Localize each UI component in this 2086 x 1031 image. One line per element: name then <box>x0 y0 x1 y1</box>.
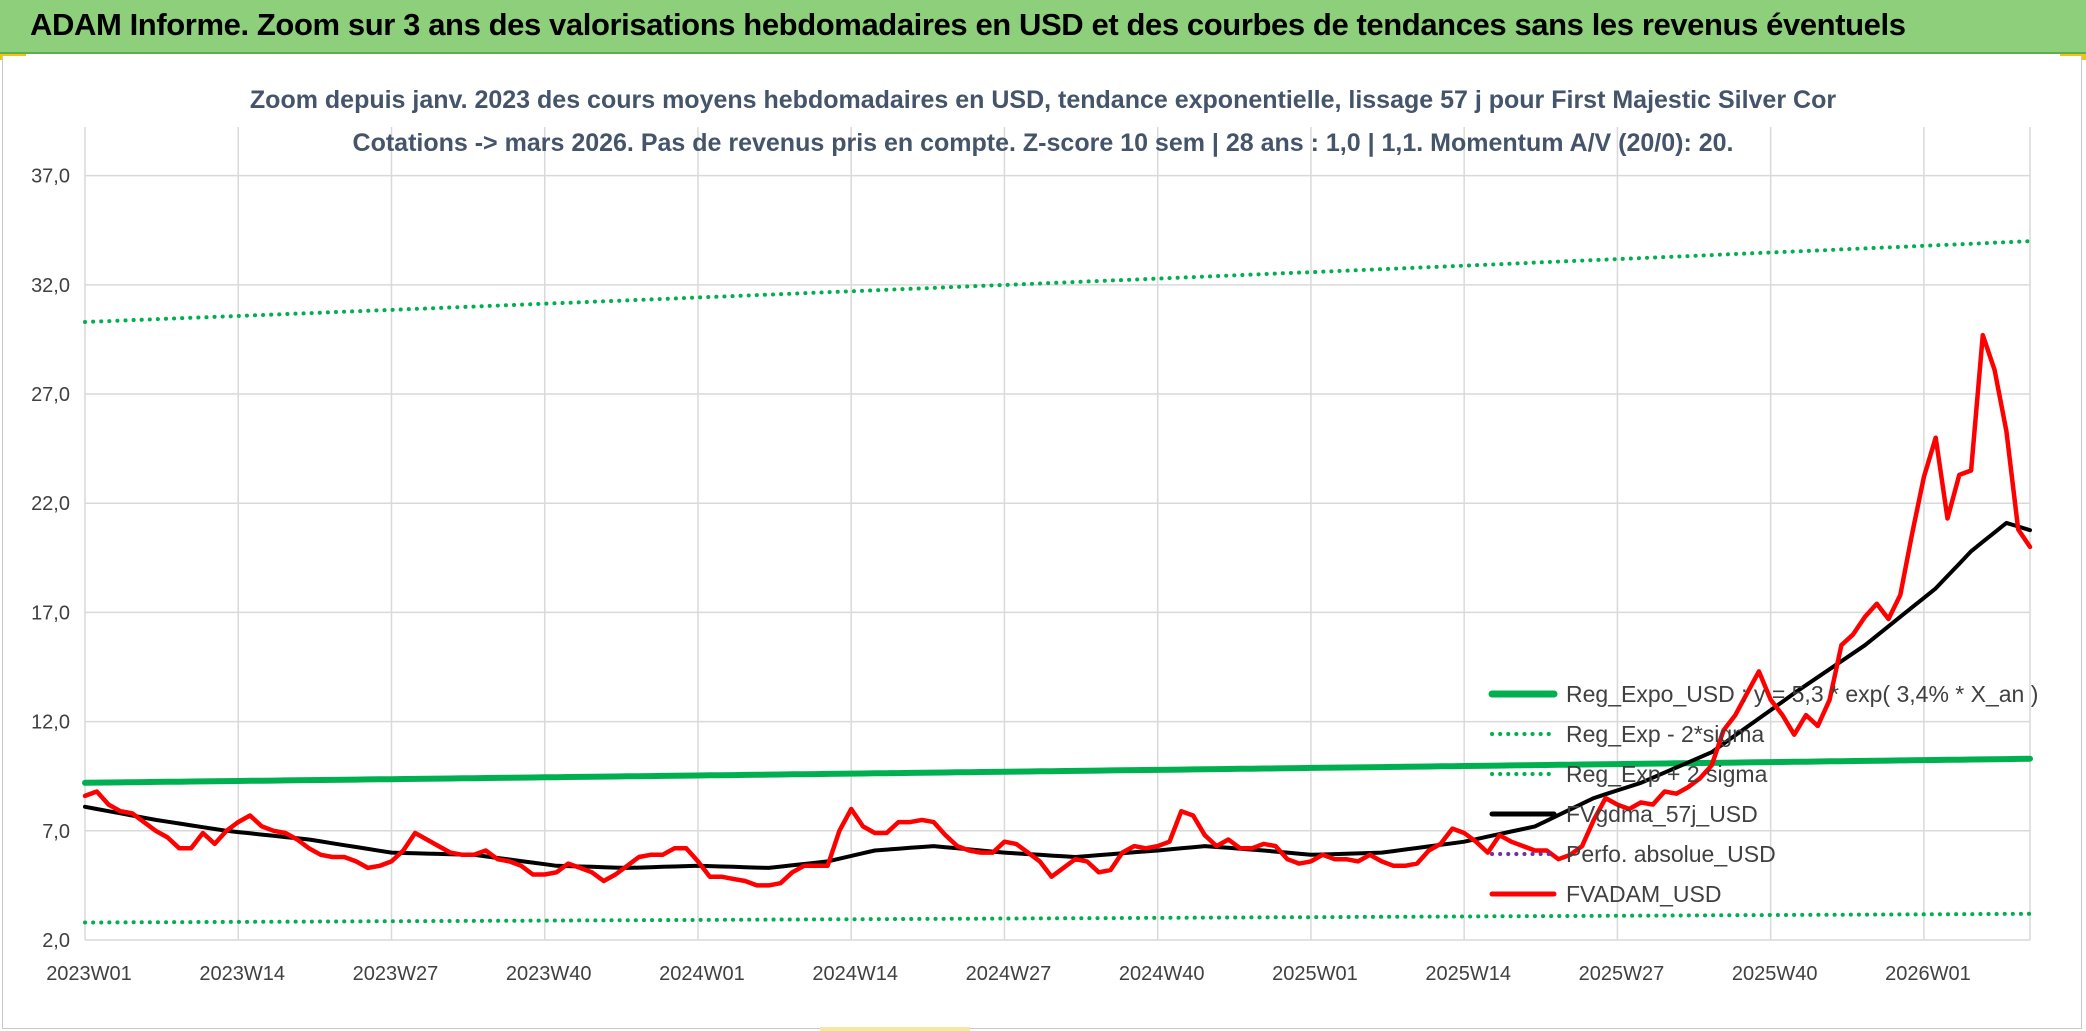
y-tick-label: 2,0 <box>42 930 70 952</box>
x-tick-label: 2026W01 <box>1885 963 1971 985</box>
legend-item-fvgdma: FVgdma_57j_USD <box>1489 801 1758 827</box>
x-tick-label: 2025W40 <box>1732 963 1818 985</box>
x-tick-label: 2024W14 <box>812 963 898 985</box>
legend-item-reg-exp-plus: Reg_Exp + 2 sigma <box>1490 761 1768 787</box>
legend-label: Reg_Exp + 2 sigma <box>1566 761 1768 787</box>
x-tick-label: 2025W27 <box>1579 963 1665 985</box>
x-tick-label: 2023W14 <box>199 963 285 985</box>
y-tick-label: 37,0 <box>31 166 70 188</box>
y-axis-ticks: 2,0 7,0 12,0 17,0 22,0 27,0 32,0 37,0 <box>31 166 70 952</box>
x-tick-label: 2023W27 <box>353 963 439 985</box>
legend-label: Reg_Expo_USD : y = 5,3 * exp( 3,4% * X_a… <box>1566 681 2038 707</box>
legend-label: Perfo. absolue_USD <box>1566 841 1776 867</box>
reg-expo-line <box>82 755 2033 786</box>
chart-grid <box>84 127 2031 941</box>
x-tick-label: 2025W01 <box>1272 963 1358 985</box>
reg-exp-minus-2sigma-line <box>83 239 2032 324</box>
legend-item-reg-expo: Reg_Expo_USD : y = 5,3 * exp( 3,4% * X_a… <box>1488 681 2038 707</box>
x-tick-label: 2023W01 <box>46 963 132 985</box>
y-tick-label: 12,0 <box>31 712 70 734</box>
legend-item-fvadam: FVADAM_USD <box>1489 881 1722 907</box>
legend-label: FVADAM_USD <box>1566 881 1722 907</box>
legend-label: Reg_Exp - 2*sigma <box>1566 721 1764 747</box>
legend-item-perfo: Perfo. absolue_USD <box>1490 841 1776 867</box>
x-tick-label: 2024W01 <box>659 963 745 985</box>
y-tick-label: 17,0 <box>31 602 70 624</box>
chart-title: Zoom depuis janv. 2023 des cours moyens … <box>250 86 1836 114</box>
banner-title: ADAM Informe. Zoom sur 3 ans des valoris… <box>30 7 1906 42</box>
y-tick-label: 27,0 <box>31 384 70 406</box>
x-tick-label: 2024W40 <box>1119 963 1205 985</box>
reg-exp-plus-2sigma-line <box>83 911 2032 925</box>
x-tick-label: 2023W40 <box>506 963 592 985</box>
chart-subtitle: Cotations -> mars 2026. Pas de revenus p… <box>353 129 1734 157</box>
chart-legend: Reg_Expo_USD : y = 5,3 * exp( 3,4% * X_a… <box>1488 681 2038 907</box>
x-axis-ticks: 2023W01 2023W14 2023W27 2023W40 2024W01 2024W… <box>46 963 1971 985</box>
report-banner: ADAM Informe. Zoom sur 3 ans des valoris… <box>0 0 2086 54</box>
y-tick-label: 22,0 <box>31 493 70 515</box>
y-tick-label: 7,0 <box>42 821 70 843</box>
bottom-accent <box>820 1027 970 1031</box>
legend-label: FVgdma_57j_USD <box>1566 801 1758 827</box>
fvgdma-57j-line <box>83 520 2032 870</box>
x-tick-label: 2025W14 <box>1425 963 1511 985</box>
fvadam-line <box>82 332 2033 888</box>
x-tick-label: 2024W27 <box>966 963 1052 985</box>
legend-item-reg-exp-minus: Reg_Exp - 2*sigma <box>1490 721 1764 747</box>
chart-series <box>82 239 2033 925</box>
y-tick-label: 32,0 <box>31 275 70 297</box>
